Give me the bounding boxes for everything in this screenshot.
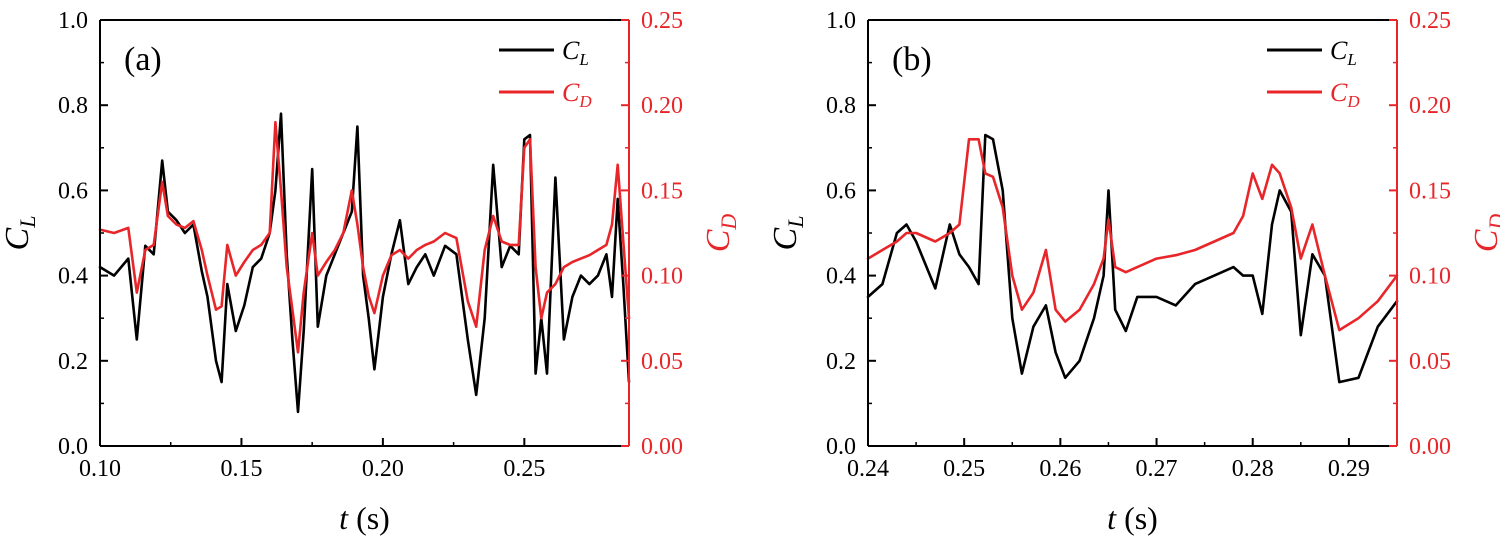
- series-cd-line: [866, 138, 1399, 332]
- series-cd-line: [98, 120, 631, 354]
- right-y-axis-label: CD: [700, 214, 741, 253]
- left-y-tick-label: 0.4: [58, 264, 88, 290]
- right-y-tick-label: 0.10: [641, 264, 683, 290]
- right-y-tick-label: 0.00: [1409, 434, 1451, 460]
- x-tick-label: 0.25: [503, 456, 545, 482]
- left-y-tick-label: 0.4: [826, 264, 856, 290]
- legend-label-cd-main: C: [562, 78, 580, 107]
- left-y-axis-label: CL: [0, 216, 40, 251]
- left-y-tick-label: 0.6: [826, 178, 856, 204]
- left-y-tick-label: 0.8: [826, 93, 856, 119]
- right-y-tick-label: 0.00: [641, 434, 683, 460]
- right-y-tick-label: 0.25: [1409, 8, 1451, 34]
- right-y-tick-label: 0.05: [1409, 349, 1451, 375]
- x-axis-label: t (s): [339, 500, 390, 536]
- x-tick-label: 0.28: [1232, 456, 1274, 482]
- right-y-axis-label-sub: D: [716, 214, 741, 231]
- x-tick-label: 0.10: [79, 456, 121, 482]
- x-axis-label-var: t: [1107, 500, 1117, 536]
- left-y-tick-label: 0.6: [58, 178, 88, 204]
- x-tick-label: 0.26: [1039, 456, 1081, 482]
- legend-label-cd: CD: [562, 78, 592, 111]
- right-y-tick-label: 0.20: [641, 93, 683, 119]
- panel-label: (a): [124, 41, 162, 78]
- right-y-tick-label: 0.15: [1409, 178, 1451, 204]
- right-y-axis-label-main: C: [700, 229, 737, 252]
- left-y-axis-label-main: C: [0, 227, 36, 250]
- legend-label-cl: CL: [562, 36, 589, 69]
- x-axis-label: t (s): [1107, 500, 1158, 536]
- series-cl-line: [98, 112, 631, 414]
- right-y-axis-label-main: C: [1468, 229, 1500, 252]
- legend-label-cd: CD: [1330, 78, 1360, 111]
- legend-label-cd-sub: D: [1346, 92, 1360, 111]
- x-tick-label: 0.20: [362, 456, 404, 482]
- series-cl-line: [866, 133, 1399, 384]
- right-y-axis-label-sub: D: [1484, 214, 1500, 231]
- x-axis-label-unit: (s): [1116, 500, 1158, 536]
- x-tick-label: 0.15: [220, 456, 262, 482]
- legend-label-cl: CL: [1330, 36, 1357, 69]
- left-y-axis-label-sub: L: [15, 216, 40, 229]
- right-y-tick-label: 0.20: [1409, 93, 1451, 119]
- left-y-tick-label: 0.2: [58, 349, 88, 375]
- right-y-tick-label: 0.05: [641, 349, 683, 375]
- panel-a: 0.10 0.15 0.20 0.25 0.0 0.2 0.4 0.6 0.8 1.0 0.00 0.…: [0, 8, 741, 536]
- x-tick-label: 0.29: [1328, 456, 1370, 482]
- left-y-tick-label: 0.0: [58, 434, 88, 460]
- legend-label-cl-sub: L: [1346, 50, 1356, 69]
- legend-label-cd-main: C: [1330, 78, 1348, 107]
- panel-label: (b): [892, 41, 932, 78]
- left-y-tick-label: 1.0: [826, 8, 856, 34]
- x-axis-label-var: t: [339, 500, 349, 536]
- legend-label-cl-sub: L: [578, 50, 588, 69]
- right-y-tick-label: 0.15: [641, 178, 683, 204]
- x-tick-label: 0.25: [943, 456, 985, 482]
- right-y-axis-label: CD: [1468, 214, 1500, 253]
- right-y-tick-label: 0.10: [1409, 264, 1451, 290]
- panel-b: 0.24 0.25 0.26 0.27 0.28 0.29 0.0 0.2 0.4 0.6 0.8 1…: [767, 8, 1500, 536]
- left-y-axis-label-sub: L: [783, 216, 808, 229]
- left-y-axis-label: CL: [767, 216, 808, 251]
- legend-label-cl-main: C: [1330, 36, 1348, 65]
- left-y-axis-label-main: C: [767, 227, 804, 250]
- x-tick-label: 0.24: [847, 456, 889, 482]
- left-y-tick-label: 1.0: [58, 8, 88, 34]
- x-axis-label-unit: (s): [348, 500, 390, 536]
- legend-label-cd-sub: D: [578, 92, 592, 111]
- legend-label-cl-main: C: [562, 36, 580, 65]
- left-y-tick-label: 0.0: [826, 434, 856, 460]
- right-y-tick-label: 0.25: [641, 8, 683, 34]
- x-tick-label: 0.27: [1136, 456, 1178, 482]
- left-y-tick-label: 0.2: [826, 349, 856, 375]
- left-y-tick-label: 0.8: [58, 93, 88, 119]
